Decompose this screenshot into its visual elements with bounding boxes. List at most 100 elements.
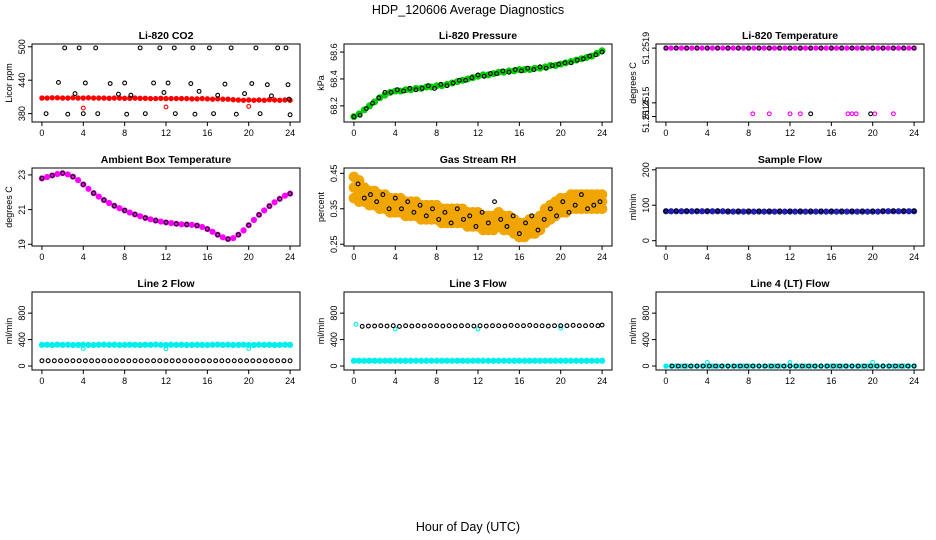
data-point bbox=[585, 206, 591, 212]
data-point bbox=[675, 363, 681, 369]
y-tick-label: 21 bbox=[17, 205, 27, 215]
x-tick-label: 4 bbox=[81, 376, 86, 386]
data-point bbox=[682, 363, 687, 369]
data-point bbox=[423, 357, 430, 364]
data-point bbox=[230, 341, 237, 349]
data-point bbox=[588, 357, 595, 364]
data-point bbox=[82, 358, 88, 364]
data-point bbox=[746, 208, 752, 214]
data-point bbox=[673, 208, 679, 214]
data-point bbox=[225, 358, 231, 364]
data-point bbox=[228, 45, 234, 51]
data-point bbox=[806, 363, 812, 369]
data-point bbox=[219, 234, 226, 241]
data-point bbox=[91, 190, 97, 196]
data-point bbox=[663, 45, 669, 51]
data-point bbox=[449, 357, 456, 364]
data-point bbox=[132, 212, 138, 217]
y-tick-label: 0.45 bbox=[329, 165, 339, 183]
x-tick-label: 12 bbox=[473, 252, 483, 262]
plot-frame bbox=[31, 167, 301, 247]
data-point bbox=[535, 227, 541, 233]
panel-4: Ambient Box Temperature degrees C 0 4 8 12 16 2… bbox=[4, 154, 301, 262]
data-point bbox=[766, 208, 772, 214]
data-point bbox=[43, 341, 51, 348]
data-point bbox=[775, 363, 781, 369]
data-point bbox=[459, 357, 466, 364]
data-point bbox=[45, 358, 51, 364]
data-point bbox=[204, 341, 211, 349]
data-point bbox=[684, 45, 690, 51]
data-point bbox=[152, 341, 159, 348]
data-point bbox=[735, 208, 741, 214]
x-tick-label: 4 bbox=[393, 252, 398, 262]
data-point bbox=[54, 95, 61, 101]
data-point bbox=[401, 88, 407, 94]
x-tick-label: 12 bbox=[785, 128, 795, 138]
data-point bbox=[905, 363, 911, 369]
data-point bbox=[570, 322, 576, 328]
data-point bbox=[376, 95, 382, 101]
data-point bbox=[405, 199, 411, 205]
data-point bbox=[771, 208, 778, 215]
data-point bbox=[870, 208, 876, 214]
data-point bbox=[510, 213, 516, 219]
panel-title: Li-820 Temperature bbox=[742, 30, 838, 42]
data-point bbox=[880, 45, 886, 51]
data-point bbox=[823, 45, 829, 51]
data-point bbox=[251, 97, 257, 103]
plot-points bbox=[348, 171, 608, 243]
y-tick-label: 0 bbox=[641, 364, 651, 369]
x-tick-label: 0 bbox=[39, 376, 44, 386]
data-point bbox=[90, 341, 97, 349]
data-point bbox=[511, 357, 518, 364]
data-point bbox=[214, 96, 221, 102]
data-point bbox=[281, 358, 287, 364]
data-point bbox=[235, 232, 241, 238]
y-tick-label: 800 bbox=[329, 306, 339, 321]
data-point bbox=[209, 341, 216, 348]
data-point bbox=[113, 358, 119, 364]
data-point bbox=[442, 209, 448, 215]
data-point bbox=[719, 208, 726, 215]
data-point bbox=[483, 323, 489, 329]
y-tick-label: 0.35 bbox=[329, 200, 339, 218]
data-point bbox=[281, 192, 289, 199]
data-point bbox=[527, 322, 533, 328]
data-point bbox=[101, 358, 107, 364]
data-point bbox=[188, 358, 194, 364]
data-point bbox=[386, 206, 392, 212]
data-point bbox=[808, 45, 814, 51]
data-point bbox=[802, 45, 809, 51]
data-point bbox=[211, 111, 217, 117]
data-point bbox=[256, 212, 262, 218]
data-point bbox=[407, 85, 413, 91]
y-tick-label: 0 bbox=[329, 364, 339, 369]
data-point bbox=[392, 326, 398, 332]
data-point bbox=[173, 221, 179, 227]
panel-9: Line 4 (LT) Flow ml/min 0 4 8 12 16 20 24 0 400 800 bbox=[628, 278, 925, 386]
data-point bbox=[849, 208, 855, 214]
data-point bbox=[65, 111, 71, 117]
data-point bbox=[43, 173, 51, 181]
data-point bbox=[828, 45, 834, 51]
data-point bbox=[188, 81, 194, 87]
data-point bbox=[137, 341, 144, 349]
series-samples bbox=[355, 181, 603, 237]
y-axis-label: ml/min bbox=[628, 194, 638, 221]
data-point bbox=[475, 72, 481, 78]
data-point bbox=[505, 357, 513, 364]
data-point bbox=[740, 45, 747, 51]
data-point bbox=[487, 71, 493, 77]
data-point bbox=[246, 346, 252, 351]
data-point bbox=[230, 235, 237, 242]
data-point bbox=[781, 208, 788, 215]
data-point bbox=[131, 341, 139, 348]
data-point bbox=[418, 357, 425, 364]
data-point bbox=[574, 57, 580, 63]
data-point bbox=[893, 363, 898, 369]
data-point bbox=[533, 323, 539, 329]
data-point bbox=[224, 341, 232, 348]
y-tick-label: 19 bbox=[17, 239, 27, 249]
data-point bbox=[547, 206, 553, 212]
